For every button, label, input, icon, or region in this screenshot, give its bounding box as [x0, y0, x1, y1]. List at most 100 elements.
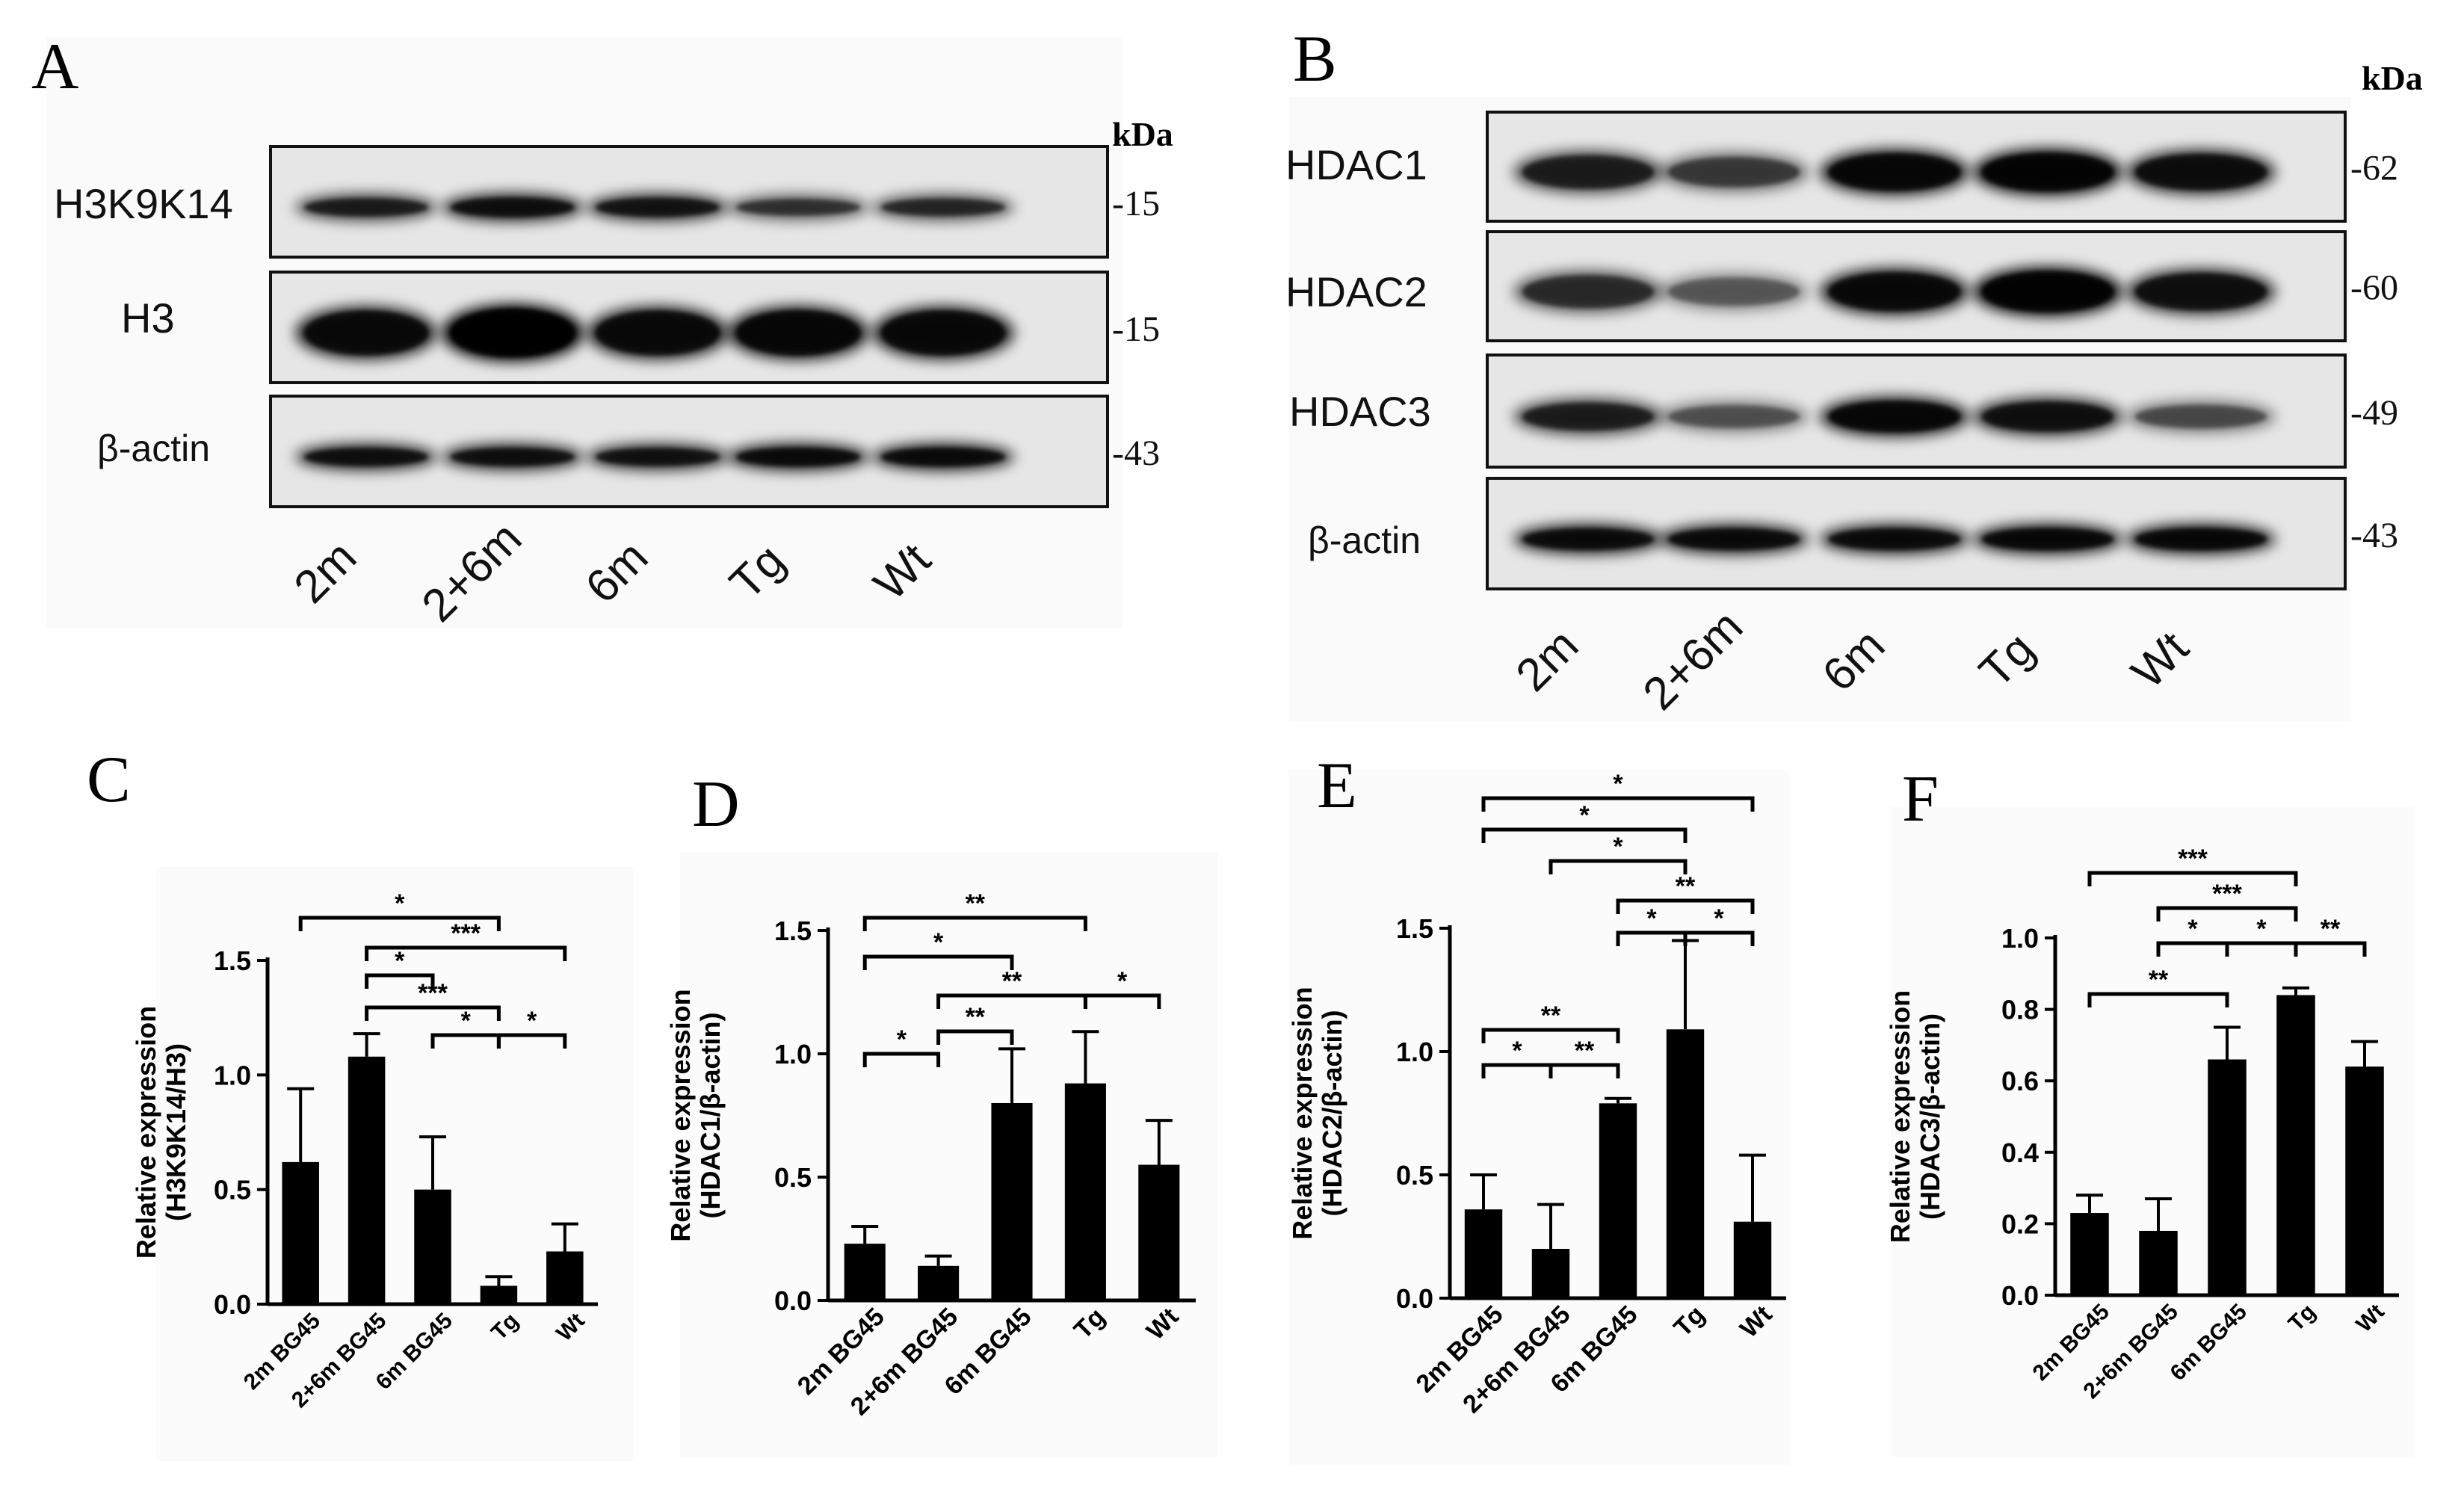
blot-a-h3-marker: -15 [1112, 309, 1160, 349]
blot-a-h3-band-5 [872, 306, 1014, 360]
chart-c-bar-wt [546, 1251, 584, 1304]
blot-b-hdac2-marker: -60 [2350, 268, 2398, 308]
chart-c-sig-label: *** [418, 979, 448, 1007]
chart-f-bar-tg [2276, 995, 2315, 1295]
chart-c-sig-label: * [395, 889, 405, 918]
blot-a-h3-label: H3 [121, 294, 175, 342]
blot-a-actin-band-2 [442, 443, 584, 471]
chart-d-ytick-label: 1.0 [774, 1039, 812, 1069]
chart-e-bar-tg [1666, 1029, 1705, 1298]
blot-b-hdac2-band-4 [1973, 266, 2122, 317]
blot-b-hdac1-row: HDAC1 -62 [1285, 111, 2398, 223]
blot-b-hdac3-band-1 [1513, 398, 1663, 436]
chart-c-ytick-label: 1.0 [214, 1060, 251, 1090]
chart-d-bar-6m-bg45 [991, 1103, 1033, 1300]
blot-a-h3-band-3 [587, 306, 729, 360]
blot-b-actin-row: β-actin -43 [1308, 477, 2398, 590]
chart-c-ylabel-line-2: (H3K9K14/H3) [161, 1043, 191, 1221]
blot-b-actin-band-5 [2126, 523, 2276, 555]
blot-b-hdac1-band-3 [1820, 149, 1969, 196]
blot-b-hdac3-band-3 [1820, 396, 1969, 437]
blot-a-h3k9k14-band-1 [295, 194, 437, 221]
chart-f-sig-label: * [2256, 915, 2267, 943]
chart-f-ytick-label: 0.0 [2001, 1280, 2039, 1311]
panel-letter-b: B [1293, 23, 1337, 96]
chart-d-bar-2-6m-bg45 [918, 1265, 960, 1300]
chart-d-ylabel-line-2: (HDAC1/β-actin) [695, 1013, 726, 1219]
blot-b-hdac3-band-5 [2126, 400, 2276, 433]
chart-e-sig-label: * [1714, 904, 1724, 933]
blot-b-actin-label: β-actin [1308, 519, 1421, 561]
blot-b-hdac1-band-2 [1659, 152, 1809, 192]
chart-f-sig-bracket: *** [2156, 880, 2298, 922]
chart-e-ytick-label: 0.5 [1396, 1160, 1433, 1191]
chart-e-sig-bracket: ** [1549, 1037, 1620, 1078]
blot-b-hdac3-label: HDAC3 [1289, 388, 1431, 435]
blot-b-hdac2-row: HDAC2 -60 [1285, 230, 2398, 342]
chart-f-ytick-label: 0.4 [2001, 1137, 2039, 1168]
blot-b-hdac1-band-4 [1973, 148, 2122, 197]
chart-d-sig-label: * [897, 1025, 907, 1054]
chart-e-sig-label: * [1613, 833, 1623, 861]
panel-letter-a: A [31, 31, 79, 103]
blot-a-h3-band-2 [442, 303, 584, 362]
blot-b-hdac2-band-3 [1820, 268, 1969, 316]
chart-d-sig-label: ** [1002, 967, 1022, 995]
chart-d-bar-wt [1138, 1164, 1180, 1300]
blot-b-actin-band-4 [1973, 523, 2122, 555]
panel-letter-d: D [692, 768, 740, 841]
blot-a-h3-row: H3 -15 [121, 271, 1160, 384]
blot-b-hdac1-band-1 [1513, 150, 1663, 194]
blot-b-hdac2-band-5 [2126, 268, 2276, 315]
chart-d-ytick-label: 0.5 [774, 1162, 812, 1193]
blot-b-hdac3-band-4 [1973, 397, 2122, 436]
chart-c-sig-label: * [395, 947, 405, 975]
chart-f-sig-label: *** [2212, 880, 2242, 908]
blot-a-h3-band-1 [295, 306, 437, 360]
blot-a-actin-marker: -43 [1112, 433, 1160, 473]
chart-e-sig-bracket: * [1683, 904, 1755, 946]
chart-e-sig-bracket: ** [1481, 1001, 1620, 1043]
chart-e-sig-bracket: * [1481, 801, 1688, 843]
chart-c-bar-2m-bg45 [282, 1161, 319, 1304]
chart-c-sig-label: * [527, 1007, 537, 1035]
chart-c-sig-bracket: * [496, 1007, 567, 1049]
chart-f-sig-bracket: ** [2087, 966, 2229, 1007]
chart-e-ytick-label: 1.0 [1396, 1037, 1433, 1067]
blot-b-hdac1-label: HDAC1 [1285, 141, 1427, 188]
chart-d-sig-bracket: * [1083, 967, 1161, 1009]
chart-c-ytick-label: 1.5 [214, 945, 251, 976]
blot-b-actin-band-1 [1513, 523, 1663, 555]
chart-d-sig-bracket: ** [936, 1003, 1014, 1045]
blot-a-actin-band-3 [587, 443, 729, 471]
chart-e-ytick-label: 1.5 [1396, 913, 1433, 944]
blot-a-h3k9k14-band-3 [587, 193, 729, 222]
chart-c-ytick-label: 0.0 [214, 1289, 251, 1320]
chart-e-sig-bracket: ** [1616, 872, 1755, 914]
chart-f-sig-bracket: *** [2087, 845, 2298, 886]
blot-b-hdac3-row: HDAC3 -49 [1289, 354, 2398, 469]
chart-f-sig-label: *** [2178, 845, 2208, 873]
blot-a-unit: kDa [1112, 115, 1173, 153]
blot-b-hdac1-marker: -62 [2350, 149, 2398, 188]
chart-f-sig-label: ** [2149, 966, 2169, 994]
chart-e-sig-bracket: * [1549, 833, 1688, 874]
blot-b-hdac2-label: HDAC2 [1285, 268, 1427, 315]
chart-f-bar-2m-bg45 [2070, 1213, 2109, 1295]
chart-d-sig-bracket: ** [936, 967, 1087, 1009]
chart-e-ylabel-line-2: (HDAC2/β-actin) [1317, 1010, 1347, 1217]
chart-f-ytick-label: 1.0 [2001, 923, 2039, 954]
blot-b-actin-marker: -43 [2350, 516, 2398, 555]
chart-d-sig-bracket: ** [862, 889, 1087, 931]
chart-f-ylabel-line-2: (HDAC3/β-actin) [1915, 1013, 1945, 1220]
chart-f-bar-6m-bg45 [2208, 1059, 2247, 1295]
blot-b-actin-band-3 [1820, 523, 1969, 555]
chart-f-ytick-label: 0.6 [2001, 1066, 2039, 1096]
chart-d-sig-bracket: * [862, 928, 1014, 970]
blot-a-h3k9k14-marker: -15 [1112, 184, 1160, 223]
chart-e-sig-label: ** [1676, 872, 1696, 901]
chart-e-sig-label: * [1646, 904, 1657, 933]
chart-e-bar-6m-bg45 [1599, 1103, 1637, 1298]
